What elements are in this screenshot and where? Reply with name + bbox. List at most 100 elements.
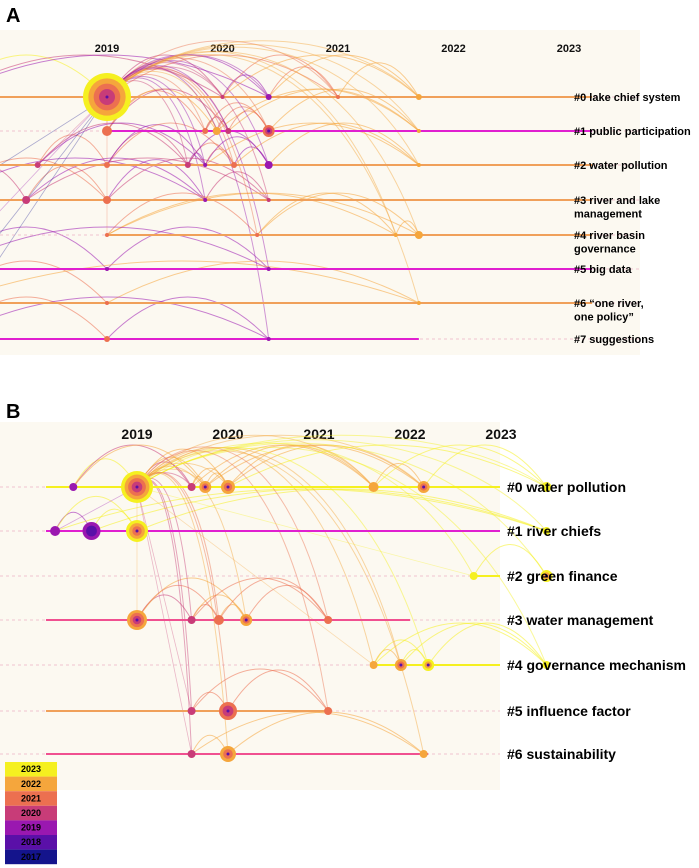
- keyword-node[interactable]: [394, 659, 407, 671]
- citation-arc: [136, 434, 547, 488]
- keyword-node[interactable]: [220, 95, 225, 99]
- keyword-node[interactable]: [415, 94, 422, 100]
- keyword-node[interactable]: [324, 616, 333, 624]
- keyword-node[interactable]: [34, 162, 41, 168]
- keyword-node[interactable]: [202, 128, 209, 134]
- keyword-node[interactable]: [212, 127, 221, 135]
- citation-arc: [191, 577, 329, 621]
- citation-arc: [227, 444, 547, 488]
- panel-a: A 2019 2020 2021 2022 2023 #0 lake chief syste…: [0, 5, 691, 355]
- citation-arc: [136, 442, 547, 577]
- keyword-node[interactable]: [266, 337, 271, 341]
- keyword-node[interactable]: [187, 750, 196, 758]
- citation-arc: [136, 577, 247, 621]
- keyword-node[interactable]: [127, 610, 147, 630]
- keyword-node[interactable]: [83, 73, 131, 121]
- keyword-node[interactable]: [103, 196, 111, 204]
- keyword-node[interactable]: [203, 198, 208, 202]
- cluster-row: #1 river chiefs: [0, 520, 601, 542]
- keyword-node[interactable]: [102, 126, 112, 136]
- citation-arc: [191, 668, 329, 712]
- citation-arc: [106, 57, 270, 132]
- keyword-node[interactable]: [69, 483, 78, 491]
- keyword-node[interactable]: [219, 702, 237, 720]
- keyword-node[interactable]: [213, 615, 224, 625]
- citation-arc: [395, 220, 420, 236]
- cluster-row: #5 influence factor: [0, 702, 631, 720]
- citation-arc: [136, 446, 329, 621]
- year-legend: 2023 2022 2021 2020 2019 2018 2017: [5, 762, 57, 865]
- keyword-node[interactable]: [416, 301, 421, 305]
- citation-arc: [136, 447, 375, 666]
- keyword-node[interactable]: [416, 129, 421, 133]
- year-tick-label: 2023: [485, 426, 516, 442]
- keyword-node[interactable]: [419, 750, 428, 758]
- keyword-node[interactable]: [105, 233, 109, 237]
- citation-arc: [268, 54, 420, 98]
- keyword-node[interactable]: [422, 659, 435, 671]
- keyword-node[interactable]: [104, 162, 110, 168]
- citation-arc: [106, 66, 258, 236]
- keyword-node[interactable]: [82, 522, 101, 540]
- keyword-node[interactable]: [105, 301, 109, 305]
- keyword-node[interactable]: [50, 526, 61, 536]
- keyword-node[interactable]: [255, 233, 260, 237]
- keyword-node[interactable]: [262, 125, 275, 137]
- keyword-node[interactable]: [220, 746, 236, 762]
- citation-arc: [204, 444, 374, 488]
- citation-arc: [106, 192, 258, 236]
- keyword-node[interactable]: [104, 336, 110, 342]
- keyword-node[interactable]: [199, 481, 212, 493]
- citation-arc: [106, 157, 270, 201]
- keyword-node[interactable]: [368, 482, 379, 492]
- citation-arc: [136, 450, 425, 755]
- keyword-node[interactable]: [336, 95, 340, 99]
- year-tick-label: 2022: [394, 426, 425, 442]
- keyword-node[interactable]: [417, 481, 430, 493]
- citation-arc: [0, 296, 269, 340]
- keyword-node[interactable]: [542, 661, 551, 669]
- citation-arc: [106, 40, 339, 98]
- panel-letter: A: [6, 5, 20, 27]
- cluster-label: #0 lake chief system: [574, 92, 681, 104]
- citation-arc: [0, 54, 223, 98]
- panel-b: B 2019 2020 2021 2022 2023 #0 water pollution #…: [0, 401, 686, 790]
- keyword-node[interactable]: [231, 162, 238, 168]
- keyword-node[interactable]: [121, 471, 153, 503]
- keyword-node[interactable]: [266, 198, 271, 202]
- keyword-node[interactable]: [469, 572, 478, 580]
- keyword-node[interactable]: [240, 614, 253, 626]
- keyword-node[interactable]: [203, 163, 208, 167]
- cluster-label: #1 public participation: [574, 126, 691, 138]
- keyword-node[interactable]: [264, 161, 273, 169]
- keyword-node[interactable]: [187, 483, 196, 491]
- keyword-node[interactable]: [126, 520, 148, 542]
- keyword-node[interactable]: [184, 162, 191, 168]
- keyword-node[interactable]: [22, 196, 31, 204]
- keyword-node[interactable]: [414, 231, 423, 239]
- keyword-node[interactable]: [369, 661, 378, 669]
- keyword-node[interactable]: [225, 128, 232, 134]
- keyword-node[interactable]: [187, 616, 196, 624]
- svg-text:2020: 2020: [21, 808, 41, 818]
- citation-arc: [373, 444, 547, 488]
- citation-arc: [0, 296, 108, 340]
- keyword-node[interactable]: [266, 267, 271, 271]
- citation-link: [136, 486, 374, 666]
- keyword-node[interactable]: [540, 570, 553, 582]
- panel-background: [0, 422, 500, 790]
- keyword-node[interactable]: [221, 480, 235, 494]
- citation-arc: [37, 122, 206, 166]
- keyword-node[interactable]: [265, 94, 272, 100]
- svg-text:2022: 2022: [21, 779, 41, 789]
- keyword-node[interactable]: [105, 267, 109, 271]
- svg-text:2021: 2021: [21, 793, 41, 803]
- citation-arc: [106, 51, 397, 236]
- keyword-node[interactable]: [542, 527, 551, 535]
- keyword-node[interactable]: [187, 707, 196, 715]
- keyword-node[interactable]: [324, 707, 333, 715]
- citation-arc: [106, 54, 270, 98]
- keyword-node[interactable]: [416, 163, 421, 167]
- keyword-node[interactable]: [393, 233, 398, 237]
- keyword-node[interactable]: [541, 482, 552, 492]
